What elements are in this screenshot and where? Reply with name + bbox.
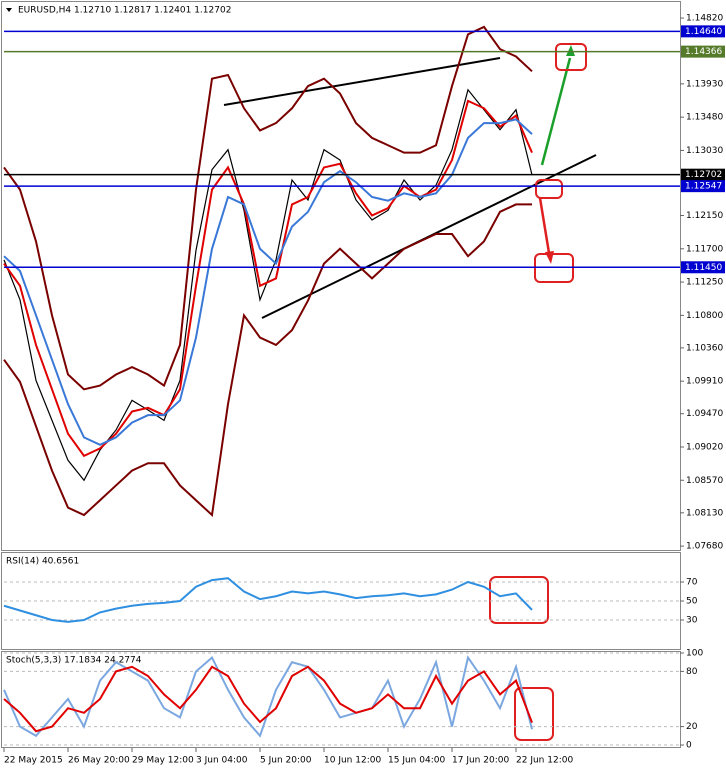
y-tick-label: 1.09910: [686, 377, 723, 387]
panel-title: RSI(14) 40.6561: [6, 557, 79, 567]
x-tick-label: 3 Jun 04:00: [196, 756, 248, 766]
series-line: [3, 118, 533, 446]
y-tick-label: 1.08130: [686, 508, 723, 518]
level-label: 1.14366: [685, 47, 722, 57]
level-label-box: [681, 168, 725, 181]
level-label: 1.11450: [685, 263, 722, 273]
level-label-box: [681, 180, 725, 193]
series-line: [3, 203, 532, 518]
level-label: 1.14640: [685, 27, 722, 37]
x-tick-label: 26 May 20:00: [68, 756, 130, 766]
y-tick-label: 1.10360: [686, 343, 723, 353]
y-tick-label: 20: [686, 722, 698, 732]
level-label-box: [681, 25, 725, 38]
level-label-box: [681, 45, 725, 58]
y-tick-label: 1.10800: [686, 311, 723, 321]
y-tick-label: 1.09470: [686, 409, 723, 419]
x-tick-label: 22 Jun 12:00: [516, 756, 573, 766]
y-tick-label: 1.11250: [686, 278, 723, 288]
panel-title: EURUSD,H4 1.12710 1.12817 1.12401 1.1270…: [18, 6, 231, 16]
y-tick-label: 1.11700: [686, 244, 723, 254]
y-tick-label: 100: [686, 649, 703, 659]
x-tick-label: 15 Jun 04:00: [388, 756, 445, 766]
y-tick-label: 50: [686, 597, 698, 607]
level-label: 1.12702: [685, 170, 722, 180]
y-tick-label: 1.13930: [686, 79, 723, 89]
series-line: [3, 88, 533, 482]
x-tick-label: 22 May 2015: [4, 756, 63, 766]
y-tick-label: 30: [686, 616, 698, 626]
y-tick-label: 1.12150: [686, 211, 723, 221]
x-tick-label: 17 Jun 20:00: [452, 756, 509, 766]
y-tick-label: 1.07680: [686, 542, 723, 552]
y-tick-label: 1.13030: [686, 146, 723, 156]
series-line: [3, 577, 533, 623]
panel-frames: [1, 1, 681, 748]
panel-title: Stoch(5,3,3) 17.1834 24.2774: [6, 656, 142, 666]
level-label-box: [681, 261, 725, 274]
y-tick-label: 1.13480: [686, 113, 723, 123]
series-line: [3, 665, 533, 733]
y-tick-label: 70: [686, 578, 698, 588]
series-line: [3, 25, 533, 391]
x-tick-label: 5 Jun 20:00: [260, 756, 312, 766]
y-tick-label: 1.09020: [686, 442, 723, 452]
y-tick-label: 80: [686, 667, 698, 677]
y-tick-label: 1.08570: [686, 476, 723, 486]
menu-icon: [6, 8, 12, 12]
level-label: 1.12547: [685, 182, 722, 192]
x-tick-label: 29 May 12:00: [132, 756, 194, 766]
series-line: [3, 655, 533, 738]
y-tick-label: 0: [686, 741, 692, 751]
x-tick-label: 10 Jun 12:00: [324, 756, 381, 766]
y-tick-label: 1.14820: [686, 14, 723, 24]
